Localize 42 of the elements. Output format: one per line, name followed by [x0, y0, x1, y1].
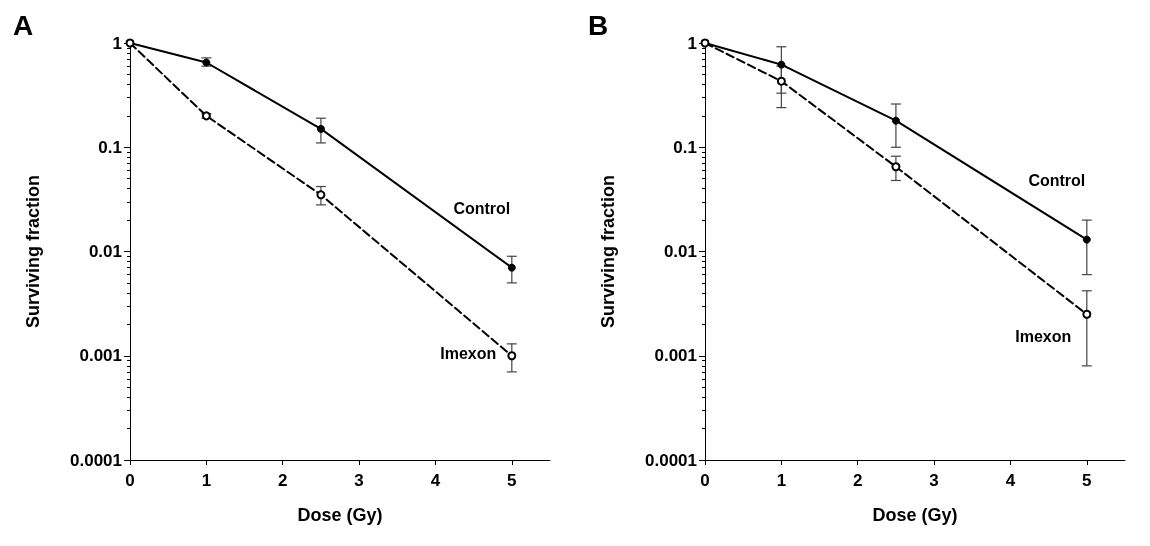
y-tick-label: 1 [687, 33, 697, 53]
y-tick-label: 0.001 [654, 346, 697, 366]
x-axis-title: Dose (Gy) [297, 505, 383, 525]
point [1082, 235, 1091, 244]
point [777, 60, 786, 69]
y-tick-label: 0.01 [88, 242, 122, 261]
point [891, 162, 901, 172]
series-label: Control [1028, 172, 1086, 190]
x-axis-title: Dose (Gy) [872, 505, 958, 525]
series-label: Imexon [440, 345, 497, 363]
point [1082, 309, 1092, 319]
point [507, 351, 517, 361]
x-tick-label: 0 [700, 471, 710, 490]
y-tick-label: 0.0001 [70, 450, 122, 470]
y-tick-label: 1 [112, 33, 122, 53]
x-tick-label: 1 [201, 471, 212, 490]
point [316, 190, 326, 200]
x-tick-label: 5 [1082, 471, 1092, 490]
y-tick-label: 0.01 [663, 242, 697, 261]
x-tick-label: 4 [430, 471, 441, 490]
x-tick-label: 3 [929, 471, 939, 490]
x-tick-label: 2 [852, 471, 863, 490]
x-tick-label: 1 [776, 471, 787, 490]
y-tick-label: 0.1 [673, 137, 697, 157]
point [507, 263, 516, 272]
x-tick-label: 4 [1005, 471, 1016, 490]
x-tick-label: 0 [125, 471, 135, 490]
chart-title: B [588, 9, 609, 41]
y-tick-label: 0.1 [98, 137, 122, 157]
y-tick-label: 0.0001 [645, 450, 697, 470]
y-axis-title: Surviving fraction [598, 174, 618, 329]
chart-title: A [13, 9, 34, 41]
x-tick-label: 3 [354, 471, 364, 490]
series-label: Control [453, 200, 511, 218]
point [891, 116, 900, 125]
series-label: Imexon [1015, 327, 1072, 345]
x-tick-label: 2 [277, 471, 288, 490]
y-axis-title: Surviving fraction [23, 174, 43, 329]
point [316, 124, 325, 133]
y-tick-label: 0.001 [79, 346, 122, 366]
x-tick-label: 5 [507, 471, 517, 490]
point [776, 76, 786, 86]
